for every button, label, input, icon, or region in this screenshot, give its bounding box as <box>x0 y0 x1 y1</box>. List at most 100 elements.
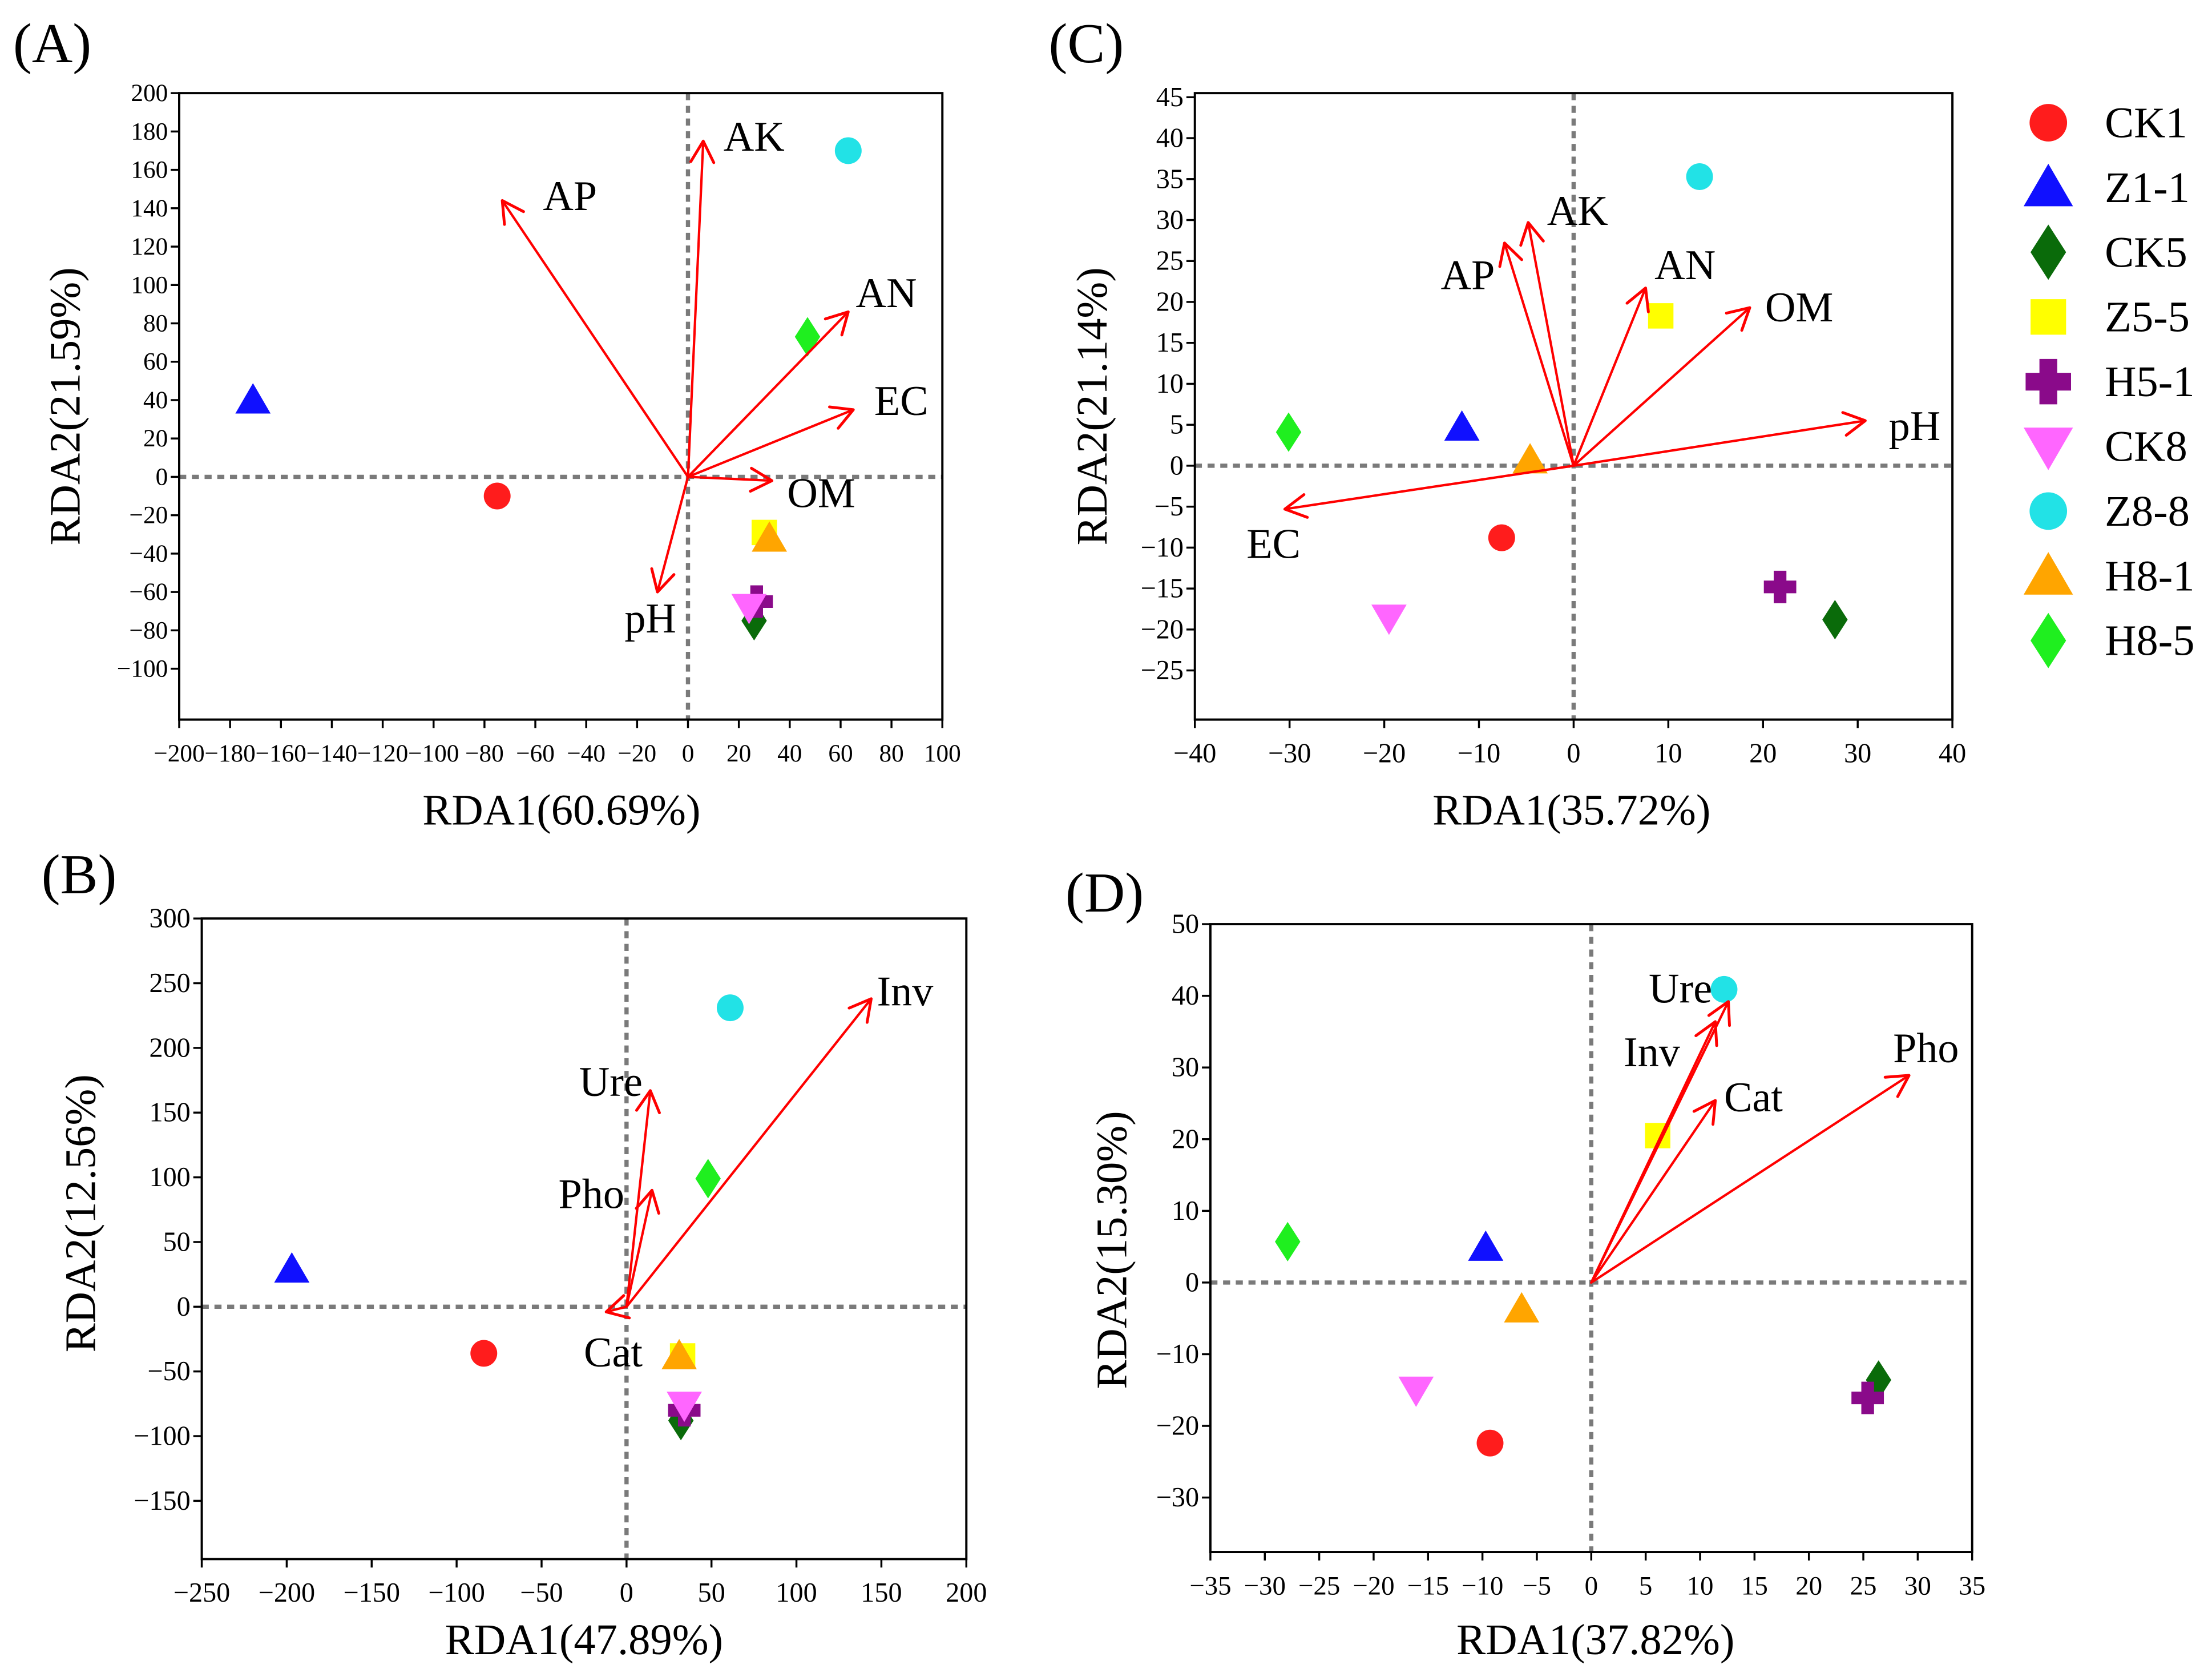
y-tick-label: 200 <box>131 79 168 107</box>
vector-ec <box>687 405 855 478</box>
x-axis-label: RDA1(35.72%) <box>1432 785 1710 834</box>
vector-label-inv: Inv <box>1624 1029 1681 1076</box>
y-tick-label: 40 <box>143 386 168 414</box>
vector-label-cat: Cat <box>1724 1074 1783 1121</box>
vector-label-om: OM <box>787 470 855 517</box>
x-axis-label: RDA1(47.89%) <box>445 1615 723 1664</box>
vector-label-ap: AP <box>543 173 597 220</box>
legend-label: Z8-8 <box>2105 487 2190 535</box>
point-z8-8 <box>1686 163 1713 190</box>
x-tick-label: 150 <box>861 1578 902 1608</box>
x-tick-label: 20 <box>1795 1571 1822 1601</box>
y-tick-label: 200 <box>149 1033 190 1063</box>
x-axis-label: RDA1(60.69%) <box>422 785 700 834</box>
y-tick-label: −100 <box>117 655 168 683</box>
legend-item-h5-1: H5-1 <box>2025 357 2195 406</box>
vector-label-om: OM <box>1765 284 1833 331</box>
legend-item-h8-1: H8-1 <box>2023 551 2195 600</box>
point-h8-1 <box>661 1339 697 1369</box>
point-z8-8 <box>716 994 744 1022</box>
plot-frame <box>200 917 968 1561</box>
point-ck1 <box>1476 1429 1504 1457</box>
vector-shaft <box>501 199 689 478</box>
vector-shaft <box>605 1305 628 1313</box>
x-tick-label: −20 <box>1353 1571 1394 1601</box>
vector-ph <box>650 475 689 594</box>
vector-arrowhead <box>1841 411 1867 437</box>
y-tick-label: 150 <box>149 1098 190 1128</box>
x-tick-label: 0 <box>682 740 695 767</box>
x-tick-label: −200 <box>259 1578 315 1608</box>
y-tick-label: −40 <box>130 540 168 567</box>
vector-shaft <box>1572 419 1867 467</box>
y-tick-label: −80 <box>130 616 168 644</box>
x-tick-label: 80 <box>879 740 903 767</box>
x-tick-label: −20 <box>618 740 657 767</box>
x-tick-label: 10 <box>1687 1571 1714 1601</box>
y-tick-label: 100 <box>131 271 168 299</box>
vector-arrowhead <box>500 199 525 226</box>
x-tick-label: 0 <box>1585 1571 1598 1601</box>
point-z1-1 <box>274 1252 310 1283</box>
legend-item-ck8: CK8 <box>2023 422 2187 471</box>
y-tick-label: 180 <box>131 118 168 145</box>
vector-inv <box>1590 1020 1718 1284</box>
vector-cat <box>1590 1099 1717 1284</box>
vector-arrowhead <box>1694 1020 1718 1047</box>
panel-a: −200 −180 −160 −140 −120 −100 −80 −60 −40 −20 0 20 4… <box>13 13 961 834</box>
y-tick-label: 20 <box>143 425 168 452</box>
vector-label-ec: EC <box>874 378 929 425</box>
vector-ec <box>1283 464 1575 519</box>
x-tick-label: 30 <box>1904 1571 1931 1601</box>
y-tick-label: −20 <box>130 502 168 529</box>
vector-arrowhead <box>604 1294 631 1320</box>
vector-arrowhead <box>1692 1099 1717 1126</box>
x-tick-label: −80 <box>465 740 504 767</box>
vector-arrowhead <box>1707 1000 1731 1027</box>
y-tick-label: 35 <box>1156 164 1184 194</box>
vector-label-pho: Pho <box>1893 1025 1959 1072</box>
vector-shaft <box>1572 287 1647 467</box>
x-tick-label: −250 <box>173 1578 230 1608</box>
point-ck1 <box>1488 524 1515 551</box>
y-tick-label: 250 <box>149 968 190 998</box>
y-tick-label: 140 <box>131 195 168 222</box>
vector-label-ap: AP <box>1441 252 1495 299</box>
vector-shaft <box>625 997 873 1308</box>
vector-om <box>687 466 774 493</box>
x-tick-label: −40 <box>1173 738 1216 768</box>
x-tick-label: −100 <box>428 1578 485 1608</box>
x-tick-label: −10 <box>1462 1571 1503 1601</box>
vector-ap <box>500 199 689 478</box>
vector-shaft <box>1590 1074 1911 1284</box>
y-tick-label: 20 <box>1172 1124 1199 1154</box>
y-tick-label: −25 <box>1141 655 1184 686</box>
vector-shaft <box>687 408 855 478</box>
vector-ak <box>687 139 716 478</box>
y-tick-label: −15 <box>1141 574 1184 604</box>
legend-marker-z8-8 <box>2029 492 2068 530</box>
point-ck1 <box>483 482 511 510</box>
vector-shaft <box>1527 221 1575 467</box>
vector-arrowhead <box>1625 287 1650 313</box>
vector-label-an: AN <box>856 270 917 317</box>
vector-label-ph: pH <box>624 595 676 642</box>
vector-arrowhead <box>847 997 873 1024</box>
x-tick-label: −100 <box>408 740 459 767</box>
x-tick-label: −30 <box>1268 738 1311 768</box>
x-tick-label: 30 <box>1844 738 1871 768</box>
y-tick-label: 0 <box>177 1292 191 1322</box>
y-tick-label: 5 <box>1170 410 1184 440</box>
point-ck8 <box>1371 604 1407 635</box>
vector-ure <box>625 1089 661 1308</box>
plot-frame <box>178 92 944 721</box>
x-tick-label: 0 <box>1567 738 1580 768</box>
y-tick-label: −150 <box>134 1486 190 1516</box>
legend-marker-z1-1 <box>2023 163 2073 207</box>
y-tick-label: 10 <box>1156 369 1184 399</box>
x-tick-label: −25 <box>1298 1571 1340 1601</box>
y-tick-label: 40 <box>1172 981 1199 1011</box>
legend-marker-h8-5 <box>2031 612 2066 668</box>
